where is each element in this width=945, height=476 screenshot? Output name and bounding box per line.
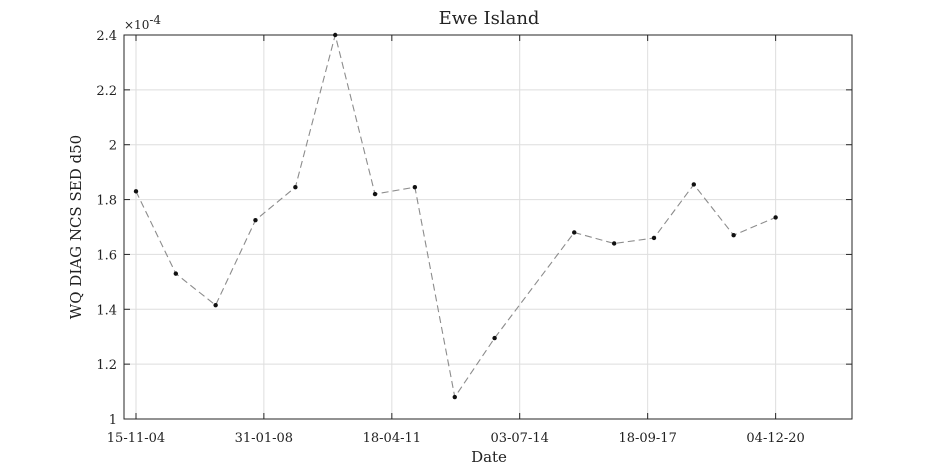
- y-tick-label: 1.6: [96, 248, 117, 263]
- data-point: [691, 182, 697, 187]
- x-tick-label: 31-01-08: [235, 431, 293, 446]
- x-tick-label: 15-11-04: [107, 431, 165, 446]
- chart-title: Ewe Island: [439, 8, 540, 29]
- data-point: [133, 189, 139, 194]
- y-tick-label: 2: [109, 139, 117, 154]
- data-point: [412, 185, 418, 190]
- y-axis-exponent: ×10-4: [124, 13, 161, 32]
- y-axis-label: WQ DIAG NCS SED d50: [67, 135, 85, 319]
- data-point: [452, 394, 457, 400]
- data-point: [253, 217, 258, 223]
- x-tick-label: 18-04-11: [363, 431, 421, 446]
- x-tick-label: 03-07-14: [490, 431, 548, 446]
- y-tick-label: 1: [109, 413, 117, 428]
- y-tick-label: 2.2: [96, 84, 117, 99]
- y-axis-exponent-power: -4: [149, 13, 161, 27]
- grid: [124, 34, 852, 420]
- data-point: [173, 271, 179, 276]
- x-tick-label: 18-09-17: [618, 431, 676, 446]
- y-axis-exponent-base: ×10: [124, 18, 149, 32]
- plot-frame: [123, 34, 853, 420]
- data-point: [731, 233, 736, 238]
- data-point: [213, 302, 218, 308]
- data-point: [293, 185, 298, 190]
- data-point: [492, 335, 497, 341]
- x-axis-label: Date: [471, 448, 507, 466]
- data-point: [333, 32, 338, 38]
- series-line: [135, 34, 776, 399]
- y-tick-label: 1.4: [96, 303, 117, 318]
- data-point: [372, 191, 378, 197]
- y-tick-label: 1.2: [96, 358, 117, 373]
- x-tick-label: 04-12-20: [746, 431, 804, 446]
- data-point: [651, 235, 657, 241]
- y-tick-label: 2.4: [96, 29, 117, 44]
- data-point: [572, 230, 577, 235]
- data-point: [611, 241, 617, 246]
- data-point: [773, 215, 778, 220]
- axis-ticks: 15-11-04 31-01-08 18-04-11 03-07-14 18-09-17…: [96, 29, 852, 446]
- series-layer: [133, 32, 778, 400]
- y-tick-label: 1.8: [96, 194, 117, 209]
